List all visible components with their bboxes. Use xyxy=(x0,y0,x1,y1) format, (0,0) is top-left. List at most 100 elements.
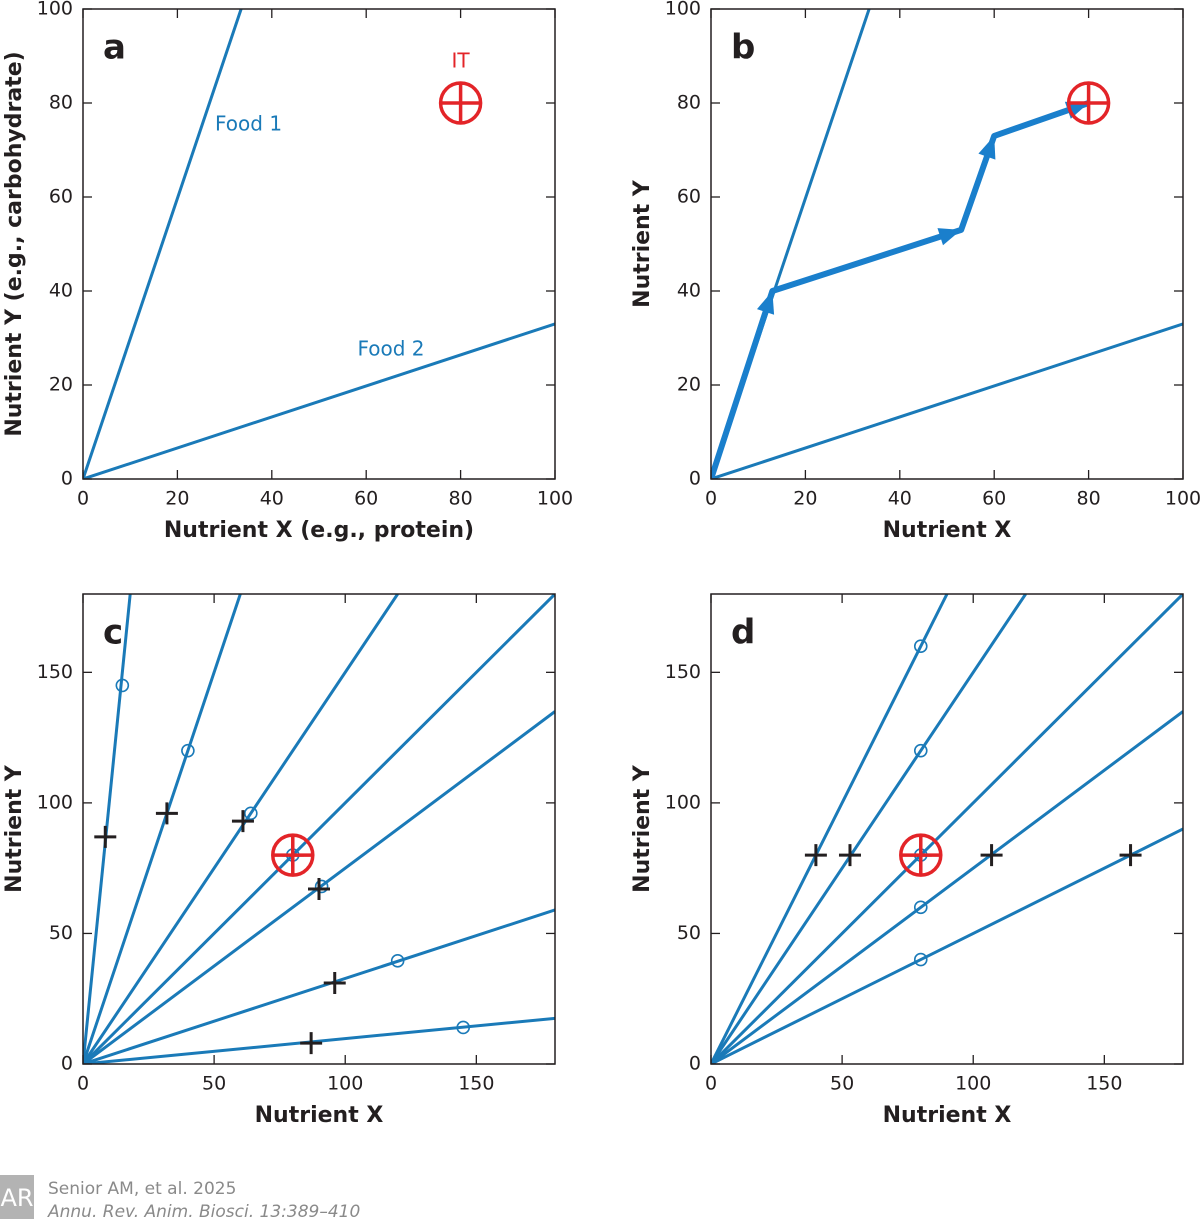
plot xyxy=(83,9,555,479)
point-plus xyxy=(155,802,178,825)
point-plus xyxy=(308,878,330,901)
y-axis-title: Nutrient Y xyxy=(630,764,655,893)
y-tick-label: 0 xyxy=(61,1053,73,1075)
y-tick-label: 40 xyxy=(49,280,73,302)
x-tick-label: 0 xyxy=(705,1073,717,1095)
x-tick-label: 60 xyxy=(354,488,378,510)
y-tick-label: 100 xyxy=(37,791,73,813)
y-tick-label: 100 xyxy=(665,0,701,20)
x-tick-label: 50 xyxy=(830,1073,854,1095)
rail-line xyxy=(83,594,242,1064)
x-tick-label: 100 xyxy=(955,1073,991,1095)
target xyxy=(438,81,483,125)
point-circle xyxy=(244,806,258,821)
rail-line xyxy=(83,908,555,1064)
x-tick-label: 100 xyxy=(537,488,573,510)
y-tick-label: 40 xyxy=(677,280,701,302)
y-axis-title: Nutrient Y (e.g., carbohydrate) xyxy=(2,51,27,436)
rail-line xyxy=(83,1016,555,1064)
point-plus xyxy=(980,844,1003,867)
rail-line xyxy=(83,9,243,479)
rail-line xyxy=(711,594,949,1064)
y-tick-label: 80 xyxy=(677,92,701,114)
logo: AR xyxy=(0,1184,33,1212)
y-tick-label: 20 xyxy=(677,374,701,396)
rail-line xyxy=(83,322,555,479)
point-circle xyxy=(913,900,928,915)
footer-citation: Senior AM, et al. 2025 xyxy=(48,1179,236,1199)
y-tick-label: 0 xyxy=(689,1053,701,1075)
rail-line xyxy=(83,594,399,1064)
x-tick-label: 150 xyxy=(458,1073,494,1095)
x-tick-label: 0 xyxy=(705,488,717,510)
target xyxy=(1066,81,1111,125)
plot xyxy=(711,594,1183,1064)
x-tick-label: 100 xyxy=(1165,488,1200,510)
point-plus xyxy=(838,844,861,867)
point-plus xyxy=(231,810,254,833)
y-tick-label: 0 xyxy=(61,468,73,490)
x-axis-title: Nutrient X (e.g., protein) xyxy=(164,518,474,543)
plot-frame xyxy=(82,8,556,480)
point-circle xyxy=(314,879,329,894)
point-plus xyxy=(300,1032,323,1055)
x-tick-label: 0 xyxy=(77,488,89,510)
y-tick-label: 60 xyxy=(677,186,701,208)
point-plus xyxy=(323,972,346,995)
y-tick-label: 150 xyxy=(665,661,701,683)
y-tick-label: 50 xyxy=(677,922,701,944)
x-tick-label: 60 xyxy=(982,488,1006,510)
x-axis-title: Nutrient X xyxy=(255,1103,384,1128)
target xyxy=(899,833,943,877)
arrow-head xyxy=(756,291,775,315)
point-circle xyxy=(390,954,405,968)
plot-frame xyxy=(710,593,1184,1065)
y-tick-label: 80 xyxy=(49,92,73,114)
series-label: Food 2 xyxy=(357,337,424,361)
x-tick-label: 40 xyxy=(260,488,284,510)
target-label: IT xyxy=(452,49,471,73)
point-circle xyxy=(456,1020,471,1035)
y-axis-title: Nutrient Y xyxy=(630,179,655,308)
rail-line xyxy=(711,710,1183,1064)
arrow-head xyxy=(937,228,962,246)
panel-label: d xyxy=(731,613,755,653)
x-tick-label: 50 xyxy=(202,1073,226,1095)
plot xyxy=(83,594,555,1064)
y-axis-title: Nutrient Y xyxy=(2,764,27,893)
rail-line xyxy=(83,594,555,1064)
point-circle xyxy=(115,678,130,693)
rail-line xyxy=(711,322,1183,479)
y-tick-label: 150 xyxy=(37,661,73,683)
rail-line xyxy=(711,594,1183,1064)
point-circle xyxy=(913,743,928,758)
rail-line xyxy=(711,827,1183,1064)
point-circle xyxy=(913,952,928,967)
y-tick-label: 50 xyxy=(49,922,73,944)
x-tick-label: 0 xyxy=(77,1073,89,1095)
point-circle xyxy=(181,743,195,758)
panel-label: a xyxy=(103,28,126,68)
target xyxy=(271,833,315,877)
x-axis-title: Nutrient X xyxy=(883,518,1012,543)
x-tick-label: 40 xyxy=(888,488,912,510)
arrow-head xyxy=(978,135,996,160)
y-tick-label: 60 xyxy=(49,186,73,208)
y-tick-label: 100 xyxy=(37,0,73,20)
y-tick-label: 0 xyxy=(689,468,701,490)
x-tick-label: 80 xyxy=(1077,488,1101,510)
x-axis-title: Nutrient X xyxy=(883,1103,1012,1128)
x-tick-label: 80 xyxy=(449,488,473,510)
logo-box xyxy=(0,1175,34,1219)
point-circle xyxy=(913,639,928,654)
panel-label: c xyxy=(103,613,123,653)
plot-frame xyxy=(710,8,1184,480)
x-tick-label: 100 xyxy=(327,1073,363,1095)
x-tick-label: 150 xyxy=(1086,1073,1122,1095)
point-plus xyxy=(94,825,117,848)
plot-frame xyxy=(82,593,556,1065)
series-label: Food 1 xyxy=(215,112,282,136)
rail-line xyxy=(711,594,1027,1064)
point-plus xyxy=(804,844,827,867)
